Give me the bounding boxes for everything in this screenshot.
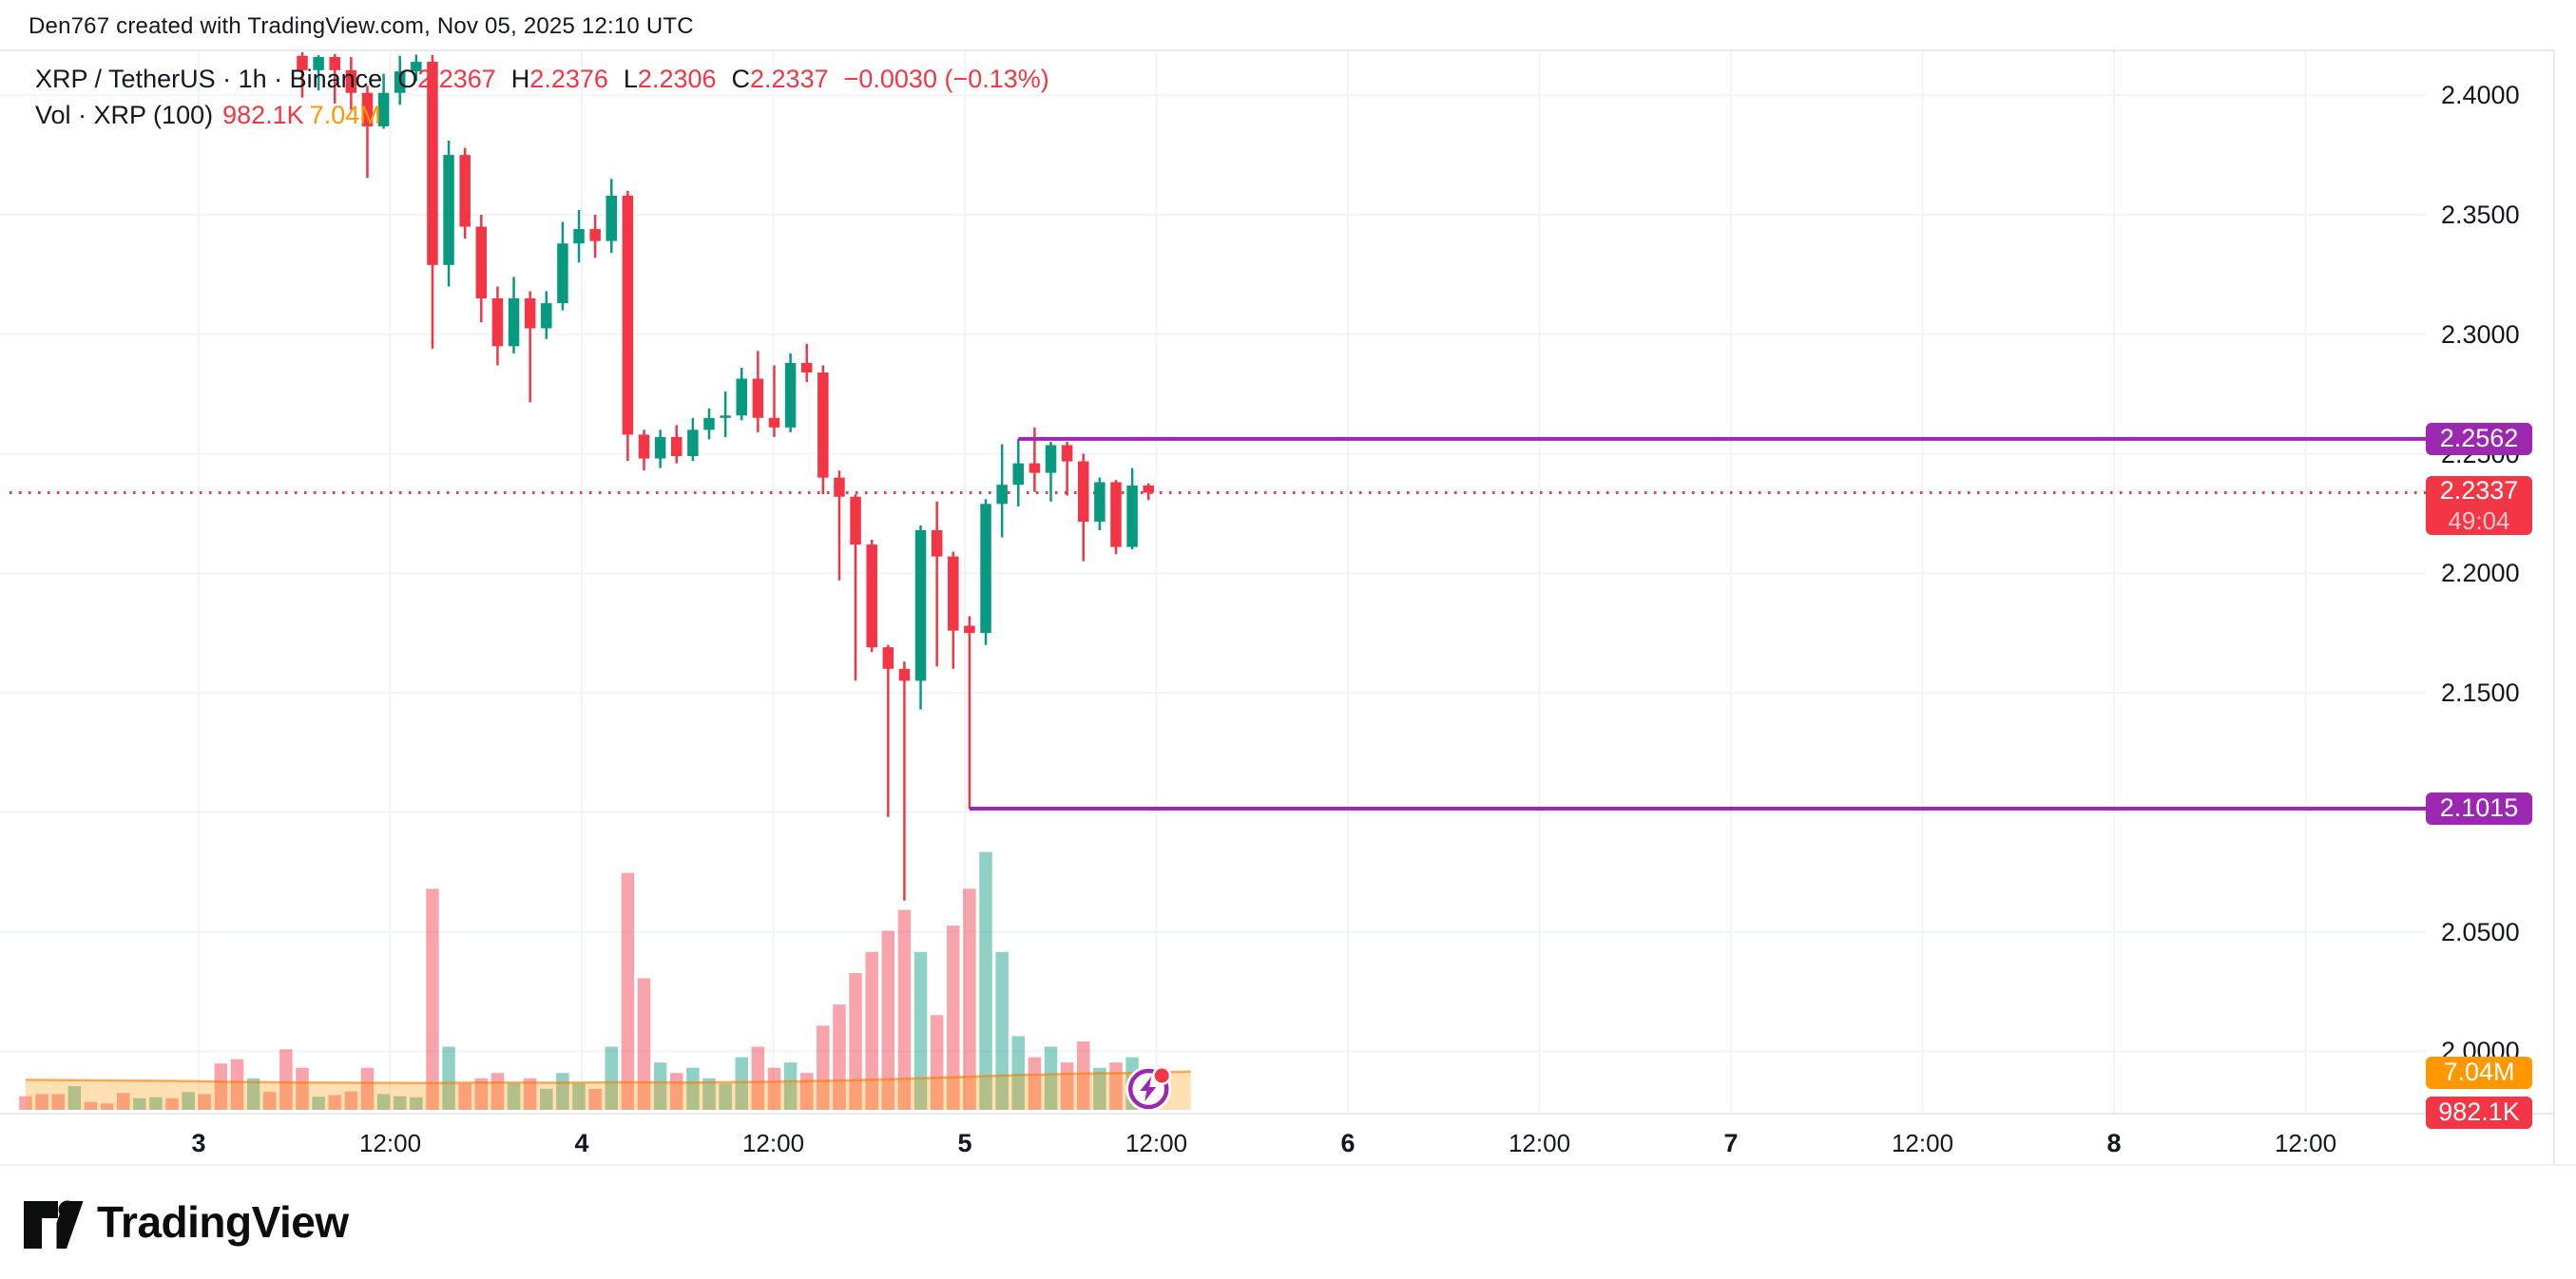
- symbol-name: XRP / TetherUS · 1h · Binance: [35, 65, 383, 93]
- price-level-badge-low: 2.1015: [2426, 792, 2532, 825]
- volume-legend-row: Vol · XRP (100) 982.1K 7.04M: [35, 101, 381, 130]
- last-price-badge: 2.2337 49:04: [2426, 476, 2532, 536]
- time-tick-day-label: 7: [1723, 1129, 1739, 1157]
- price-tick-label: 2.0500: [2441, 917, 2520, 946]
- price-tick-label: 2.3500: [2441, 200, 2520, 229]
- volume-ma-badge: 7.04M: [2426, 1056, 2532, 1089]
- time-tick-hour-label: 12:00: [741, 1129, 805, 1157]
- tradingview-logo[interactable]: TradingView: [23, 1195, 349, 1249]
- time-tick-day-label: 8: [2106, 1129, 2122, 1157]
- export-attribution-title: Den767 created with TradingView.com, Nov…: [29, 13, 694, 39]
- volume-ma-value: 7.04M: [309, 101, 381, 129]
- open-value: O 2.2367: [397, 65, 496, 93]
- change-value: −0.0030 (−0.13%): [843, 65, 1049, 93]
- time-tick-day-label: 3: [191, 1129, 206, 1157]
- price-tick-label: 2.4000: [2441, 81, 2520, 110]
- volume-badge: 982.1K: [2426, 1096, 2532, 1129]
- time-tick-hour-label: 12:00: [2274, 1129, 2337, 1157]
- time-tick-day-label: 4: [574, 1129, 589, 1157]
- bar-countdown: 49:04: [2448, 506, 2510, 536]
- time-tick-hour-label: 12:00: [1891, 1129, 1954, 1157]
- boost-lightning-icon[interactable]: [1125, 1066, 1172, 1112]
- time-tick-day-label: 5: [957, 1129, 972, 1157]
- tradingview-logo-mark: [24, 1200, 84, 1249]
- time-tick-hour-label: 12:00: [358, 1129, 422, 1157]
- low-value: L 2.2306: [623, 65, 717, 93]
- price-tick-label: 2.1500: [2441, 678, 2520, 707]
- time-tick-day-label: 6: [1340, 1129, 1355, 1157]
- tradingview-logo-text: TradingView: [97, 1197, 349, 1247]
- price-level-badge-high: 2.2562: [2426, 422, 2532, 455]
- time-tick-hour-label: 12:00: [1125, 1129, 1188, 1157]
- close-value: C 2.2337: [731, 65, 829, 93]
- price-tick-label: 2.2000: [2441, 559, 2520, 588]
- high-value: H 2.2376: [510, 65, 608, 93]
- volume-indicator-label: Vol · XRP (100): [35, 101, 214, 129]
- price-tick-label: 2.3000: [2441, 319, 2520, 349]
- volume-current-value: 982.1K: [222, 101, 304, 129]
- time-tick-hour-label: 12:00: [1508, 1129, 1571, 1157]
